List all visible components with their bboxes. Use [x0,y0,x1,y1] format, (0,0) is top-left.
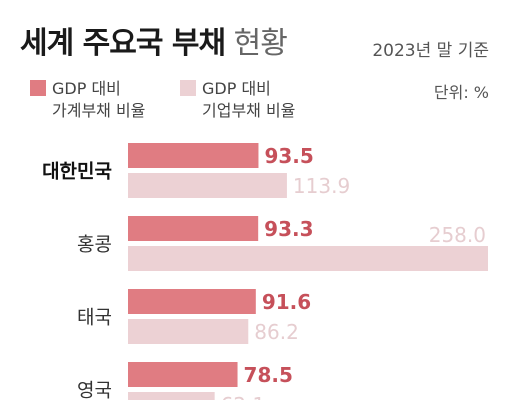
value-label-household-3: 78.5 [244,363,293,387]
legend-household: GDP 대비 가계부채 비율 [30,78,202,122]
value-label-corporate-3: 62.1 [221,393,266,400]
bar-household-3 [128,362,238,387]
legend-household-label: GDP 대비 가계부채 비율 [52,79,146,120]
legend-corporate-swatch [180,80,196,96]
bar-corporate-2 [128,319,249,344]
bar-corporate-3 [128,392,215,400]
bar-corporate-0 [128,173,287,198]
bar-household-0 [128,143,259,168]
category-label-3: 영국 [77,380,112,400]
chart-title: 세계 주요국 부채 현황 [20,18,288,62]
title-bold: 세계 주요국 부채 [20,26,226,61]
legend-household-swatch [30,80,46,96]
legend-corporate: GDP 대비 기업부채 비율 [180,78,352,122]
bar-household-2 [128,289,256,314]
legend-corporate-label: GDP 대비 기업부채 비율 [202,79,296,120]
value-label-corporate-0: 113.9 [293,174,350,198]
category-label-2: 태국 [77,307,112,329]
value-label-household-0: 93.5 [264,144,313,168]
value-label-corporate-1: 258.0 [429,223,486,247]
bar-corporate-1 [128,246,488,271]
category-label-0: 대한민국 [42,161,112,183]
value-label-corporate-2: 86.2 [254,320,299,344]
category-label-1: 홍콩 [77,234,112,256]
bar-household-1 [128,216,259,241]
title-light: 현황 [233,26,288,61]
value-label-household-1: 93.3 [264,217,313,241]
value-label-household-2: 91.6 [262,290,311,314]
unit-label: 단위: % [433,83,489,102]
basis-date: 2023년 말 기준 [372,41,489,61]
